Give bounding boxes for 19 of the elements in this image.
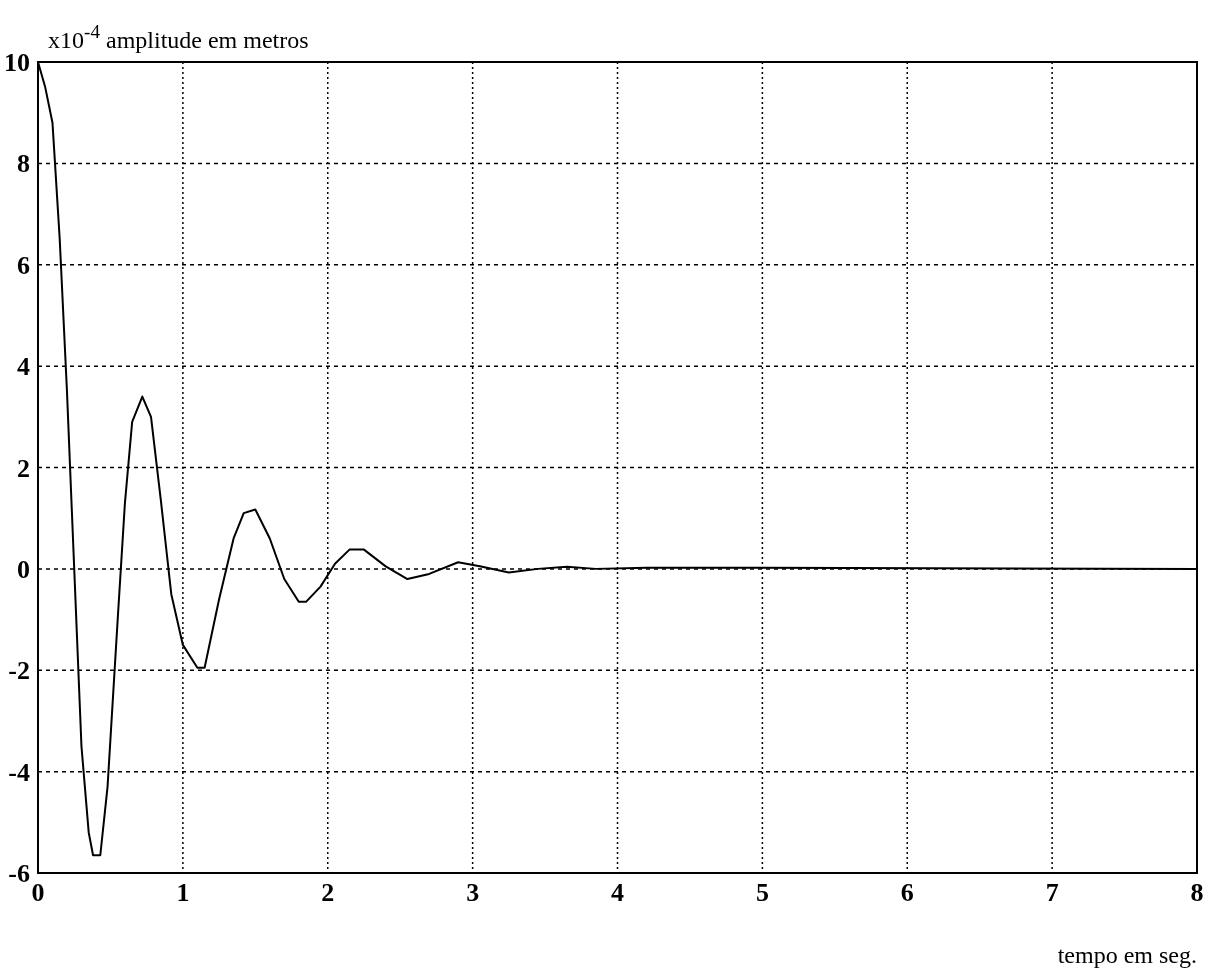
x-axis-title: tempo em seg. [1057, 942, 1197, 968]
y-tick-label: 0 [17, 554, 30, 584]
y-tick-label: 10 [4, 48, 30, 77]
y-tick-label: -2 [8, 656, 30, 686]
x-tick-label: 7 [1045, 878, 1059, 907]
x-tick-label: 8 [1190, 878, 1204, 907]
y-tick-label: 4 [17, 352, 30, 382]
y-axis-title: x10$^{-4}$ amplitude em metros [48, 20, 309, 53]
x-tick-label: 1 [176, 878, 190, 907]
y-tick-label: -4 [8, 757, 30, 787]
y-tick-label: 2 [17, 453, 30, 483]
y-tick-label: 6 [17, 250, 30, 280]
x-tick-label: 5 [755, 878, 769, 907]
x-tick-label: 4 [611, 878, 624, 907]
y-tick-label: -6 [8, 859, 30, 888]
x-tick-label: 6 [900, 878, 914, 907]
y-tick-label: 8 [17, 149, 30, 179]
x-tick-label: 3 [466, 878, 480, 907]
x-tick-label: 2 [321, 878, 335, 907]
